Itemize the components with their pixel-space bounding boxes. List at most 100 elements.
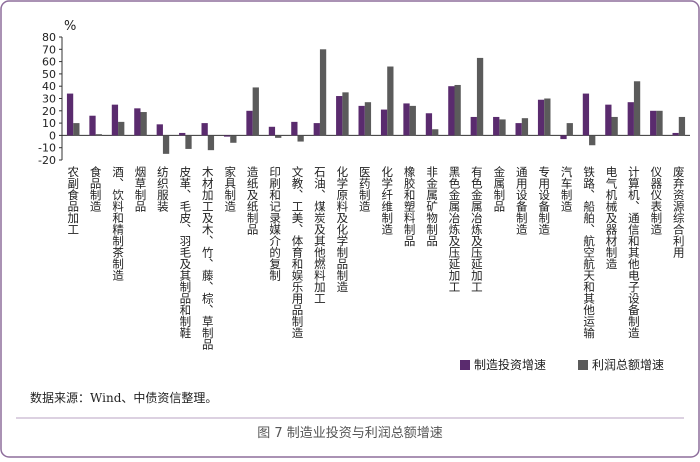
bar <box>515 123 522 136</box>
caption: 图 7 制造业投资与利润总额增速 <box>257 425 443 441</box>
bar <box>633 81 641 136</box>
bar <box>678 116 686 136</box>
legend-label: 制造投资增速 <box>474 357 546 372</box>
x-tick-label: 化学原料及化学制品制造 <box>335 165 349 292</box>
bar <box>342 92 349 136</box>
bar <box>66 93 74 136</box>
bar <box>319 49 327 136</box>
y-tick-label: 80 <box>42 31 56 44</box>
y-tick-label: -10 <box>38 142 56 155</box>
x-tick-label: 通用设备制造 <box>515 166 529 235</box>
bar <box>582 93 590 136</box>
bar <box>448 86 455 136</box>
x-tick-label: 石油、煤炭及其他燃料加工 <box>313 166 327 304</box>
bar <box>650 110 657 136</box>
bar <box>179 132 186 136</box>
y-tick-label: 40 <box>42 80 56 93</box>
legend-swatch <box>460 360 470 370</box>
x-tick-label: 仪器仪表制造 <box>649 166 663 235</box>
bar <box>499 119 506 136</box>
bar <box>672 132 679 136</box>
x-tick-label: 金属制品 <box>492 165 506 212</box>
bar <box>611 116 618 136</box>
bar <box>358 105 365 136</box>
bar <box>336 96 343 136</box>
bar <box>476 57 484 136</box>
bar <box>544 98 551 136</box>
x-tick-label: 文教、工美、体育和娱乐用品制造 <box>291 165 305 338</box>
x-tick-label: 废弃资源综合利用 <box>672 165 686 259</box>
y-tick-label: 20 <box>42 105 56 118</box>
x-tick-label: 食品制造 <box>89 165 103 212</box>
y-tick-label: 70 <box>42 43 56 56</box>
bar <box>409 105 416 136</box>
x-tick-label: 有色金属冶炼及压延加工 <box>470 165 484 292</box>
bar <box>627 102 634 136</box>
bar <box>201 123 208 136</box>
y-tick-label: 0 <box>49 129 56 142</box>
bar <box>118 121 125 136</box>
x-tick-label: 造纸及纸制品 <box>246 165 260 235</box>
bar <box>230 135 237 143</box>
bar <box>403 103 410 136</box>
bar <box>185 135 192 149</box>
bar <box>156 124 163 136</box>
bar <box>380 109 388 136</box>
y-tick-label: 50 <box>42 68 56 81</box>
bar <box>111 104 119 136</box>
x-tick-label: 橡胶和塑料制品 <box>403 166 417 247</box>
bar <box>134 108 141 136</box>
y-tick-label: 10 <box>42 117 56 130</box>
x-tick-label: 铁路、船舶、航空航天和其他运输 <box>582 166 596 339</box>
x-tick-label: 印刷和记录媒介的复制 <box>268 166 282 281</box>
x-tick-label: 木材加工及木、竹、藤、棕、草制品 <box>201 166 215 350</box>
x-tick-label: 医药制造 <box>358 166 372 212</box>
bar <box>589 135 596 146</box>
bar <box>313 123 320 136</box>
x-tick-label: 纺织服装 <box>156 165 170 213</box>
bar <box>560 135 567 140</box>
bar <box>605 104 612 136</box>
bar <box>425 113 433 136</box>
x-tick-label: 家具制造 <box>223 165 237 212</box>
y-tick-label: -20 <box>38 154 56 167</box>
bar <box>387 66 394 136</box>
bar <box>364 102 372 136</box>
x-tick-label: 计算机、通信和其他电子设备制造 <box>627 166 641 339</box>
bar <box>252 87 259 136</box>
source-note: 数据来源：Wind、中债资信整理。 <box>30 390 217 405</box>
x-tick-label: 酒、饮料和精制茶制造 <box>111 166 125 281</box>
x-tick-label: 非金属矿物制品 <box>425 166 439 247</box>
x-tick-label: 化学纤维制造 <box>380 165 394 235</box>
x-tick-label: 农副食品加工 <box>66 165 80 235</box>
x-tick-label: 电气机械及器材制造 <box>605 166 619 270</box>
bar <box>432 129 439 136</box>
bar <box>493 116 500 136</box>
y-tick-label: 60 <box>42 56 56 69</box>
bar <box>140 112 147 136</box>
bar <box>223 135 231 137</box>
x-tick-label: 汽车制造 <box>560 165 574 212</box>
legend-label: 利润总额增速 <box>592 358 664 372</box>
x-tick-label: 黑色金属冶炼及压延加工 <box>448 166 462 293</box>
bar <box>275 135 282 138</box>
x-tick-label: 专用设备制造 <box>537 165 551 235</box>
bar <box>89 115 96 136</box>
bar <box>566 123 573 136</box>
bar <box>454 84 461 136</box>
bar <box>291 121 298 136</box>
bar <box>95 134 102 136</box>
bar <box>656 110 663 136</box>
bar <box>297 135 304 142</box>
legend-swatch <box>578 360 588 370</box>
bar <box>246 110 253 136</box>
bar <box>207 135 215 151</box>
bar <box>268 126 276 136</box>
y-tick-label: 30 <box>42 93 56 106</box>
bar <box>73 123 80 136</box>
bar <box>162 135 170 154</box>
y-unit: % <box>64 19 76 34</box>
x-tick-label: 皮革、毛皮、羽毛及其制品和制鞋 <box>178 166 192 339</box>
